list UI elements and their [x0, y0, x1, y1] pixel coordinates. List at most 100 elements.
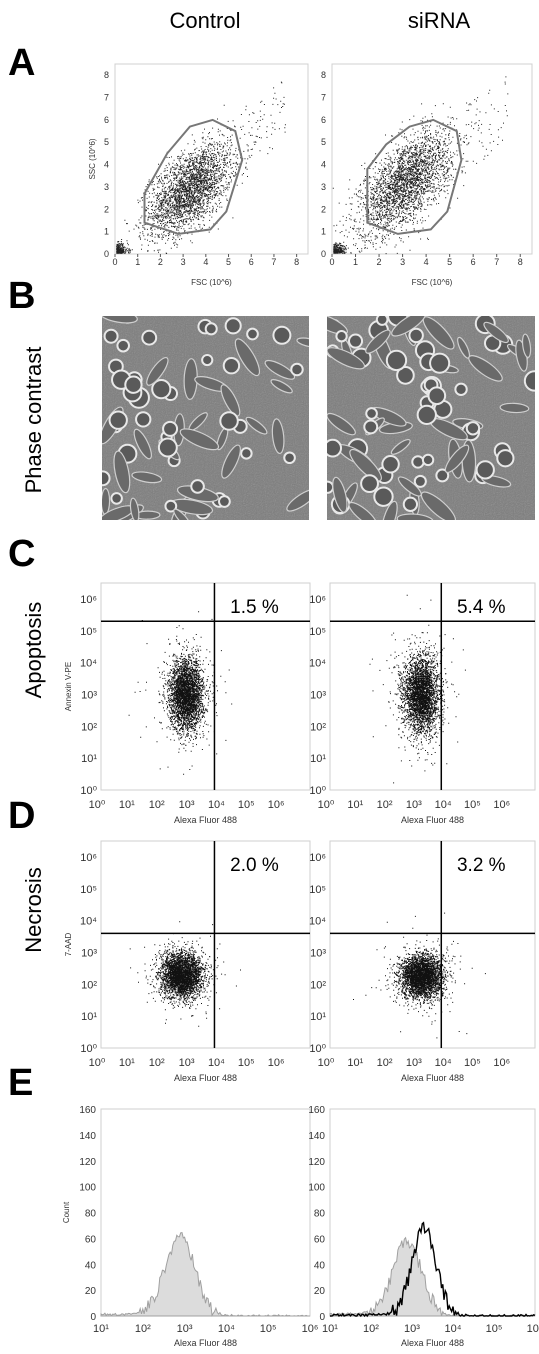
cell-round: [135, 411, 152, 428]
x-tick-label: 10⁰: [318, 799, 335, 811]
cell-round: [283, 451, 296, 465]
chart-a-control: 0 1 2 3 4 5 6 7 8 0 1 2 3 4 5 6 7 8 FSC (10^6) SSC (10^6): [88, 63, 309, 287]
y-tick-label: 10⁰: [80, 785, 97, 797]
x-tick-label: 8: [294, 257, 299, 267]
cell-round: [385, 349, 408, 372]
scatter-dots: [332, 76, 509, 255]
x-tick-label: 6: [471, 257, 476, 267]
chart-c-sirna: 10⁰ 10⁰ 10¹ 10¹ 10² 10² 10³ 10³ 10⁴ 10⁴ 10⁵ 10⁵ 10⁶ 1…: [309, 582, 536, 825]
x-tick-label: 10¹: [93, 1323, 109, 1335]
scatter-points: [369, 594, 466, 784]
cell-elongated: [365, 329, 391, 354]
y-axis-label: Annexin V-PE: [64, 662, 73, 711]
y-tick-label: 10⁶: [80, 594, 97, 606]
x-tick-label: 5: [226, 257, 231, 267]
cell-round: [102, 470, 111, 487]
cell-round: [204, 322, 218, 336]
column-header-sirna: siRNA: [408, 8, 471, 33]
cell-round: [335, 330, 348, 343]
cell-round: [408, 327, 424, 344]
cell-round: [348, 333, 364, 349]
cell-round: [164, 499, 178, 513]
y-tick-label: 60: [85, 1234, 97, 1245]
y-tick-label: 10⁵: [80, 626, 97, 638]
cell-round: [290, 362, 304, 377]
y-tick-label: 7: [104, 93, 109, 103]
x-tick-label: 10⁵: [238, 1057, 255, 1069]
cell-round: [365, 407, 378, 420]
x-tick-label: 10⁵: [464, 1057, 481, 1069]
y-tick-label: 10⁴: [80, 658, 97, 670]
y-tick-label: 120: [308, 1157, 325, 1168]
cell-elongated: [444, 444, 470, 474]
y-tick-label: 2: [321, 204, 326, 214]
cell-elongated: [396, 513, 434, 520]
x-tick-label: 10²: [377, 1057, 393, 1069]
x-tick-label: 10⁴: [218, 1323, 235, 1335]
x-tick-label: 10⁰: [89, 1057, 106, 1069]
x-tick-label: 10²: [363, 1323, 379, 1335]
x-tick-label: 10⁵: [260, 1323, 277, 1335]
cell-elongated: [397, 476, 422, 497]
scatter-points: [129, 921, 241, 1027]
x-axis-label: Alexa Fluor 488: [174, 1073, 237, 1083]
y-tick-label: 80: [85, 1209, 97, 1220]
x-tick-label: 4: [203, 257, 208, 267]
y-tick-label: 10⁶: [309, 594, 326, 606]
y-tick-label: 10¹: [81, 1011, 97, 1023]
y-tick-label: 10⁵: [309, 884, 326, 896]
y-tick-label: 10²: [81, 721, 97, 733]
y-tick-label: 8: [321, 70, 326, 80]
x-tick-label: 3: [181, 257, 186, 267]
cell-round: [108, 410, 128, 430]
x-tick-label: 10⁰: [89, 799, 106, 811]
micrograph-sirna: [327, 316, 535, 520]
cell-elongated: [245, 416, 268, 435]
cell-elongated: [146, 356, 169, 386]
x-tick-label: 10⁰: [318, 1057, 335, 1069]
cell-elongated: [332, 476, 348, 513]
cell-round: [327, 480, 335, 494]
plot-frame: [329, 1108, 536, 1317]
cell-elongated: [349, 448, 382, 482]
y-tick-label: 10¹: [81, 753, 97, 765]
cell-round: [475, 460, 495, 480]
cell-elongated: [286, 489, 309, 512]
cell-elongated: [221, 444, 241, 479]
x-tick-label: 10³: [179, 799, 195, 811]
x-tick-label: 10¹: [119, 799, 135, 811]
cell-elongated: [133, 428, 152, 460]
cell-round: [224, 317, 242, 335]
x-tick-label: 10²: [377, 799, 393, 811]
cell-round: [421, 453, 435, 467]
x-tick-label: 10⁴: [435, 1057, 452, 1069]
cell-round: [190, 479, 205, 494]
cell-elongated: [102, 316, 138, 324]
x-tick-label: 10⁴: [445, 1323, 462, 1335]
y-tick-label: 5: [104, 137, 109, 147]
plot-frame: [100, 582, 311, 791]
quadrant-percent-label: 1.5 %: [230, 597, 279, 618]
cell-round: [103, 328, 119, 344]
cell-elongated: [381, 500, 398, 520]
y-tick-label: 10⁵: [309, 626, 326, 638]
panel-letter-d: D: [8, 795, 35, 837]
cell-elongated: [220, 384, 241, 417]
y-axis-label: Count: [62, 1201, 71, 1223]
cell-round: [402, 496, 419, 512]
x-tick-label: 10³: [406, 1057, 422, 1069]
y-tick-label: 1: [321, 227, 326, 237]
x-tick-label: 10¹: [119, 1057, 135, 1069]
x-axis-label: Alexa Fluor 488: [401, 815, 464, 825]
cell-elongated: [102, 487, 111, 515]
x-tick-label: 10³: [179, 1057, 195, 1069]
histogram-series: [100, 1232, 310, 1317]
y-tick-label: 10¹: [310, 1011, 326, 1023]
cell-elongated: [483, 321, 509, 344]
x-tick-label: 10³: [406, 799, 422, 811]
row-label-phase-contrast: Phase contrast: [21, 347, 46, 494]
quadrant-percent-label: 3.2 %: [457, 855, 506, 876]
x-axis-label: Alexa Fluor 488: [401, 1338, 464, 1348]
y-tick-label: 160: [79, 1105, 96, 1116]
cell-round: [429, 352, 451, 374]
